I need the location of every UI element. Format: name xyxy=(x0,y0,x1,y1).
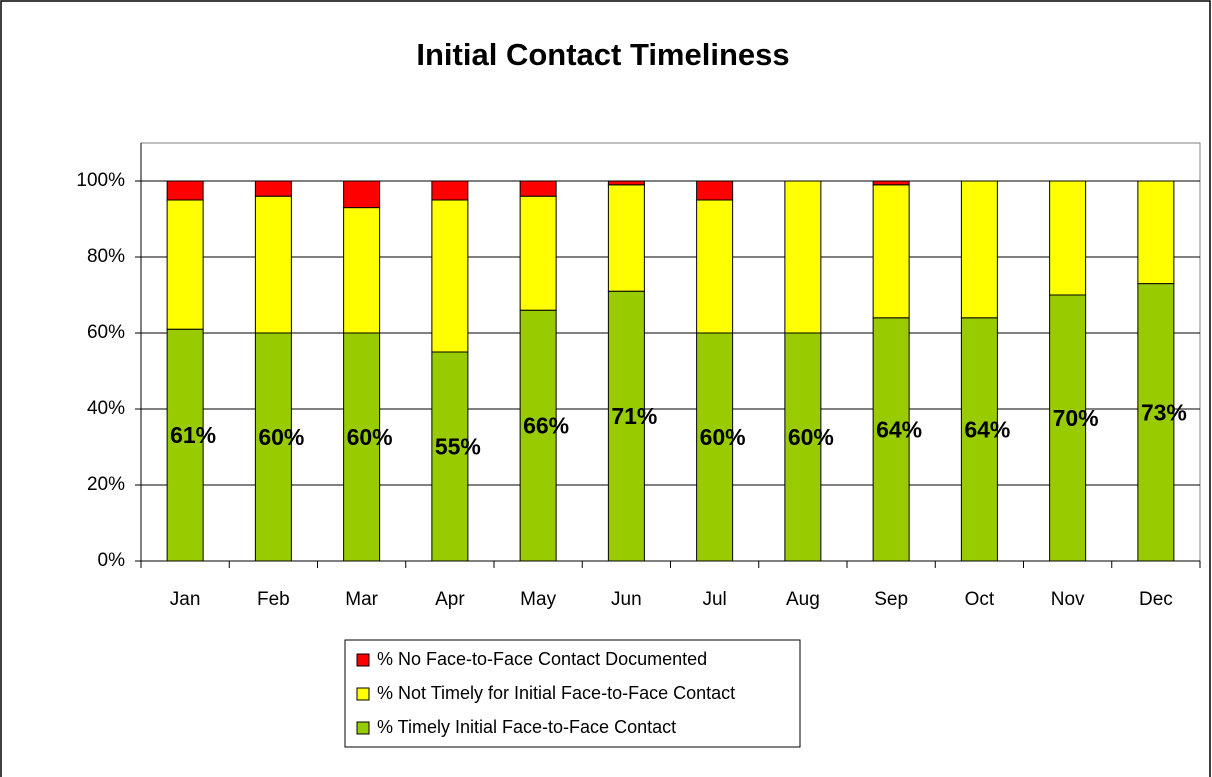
x-tick-label: Jun xyxy=(611,589,642,610)
bar-segment xyxy=(1137,180,1175,285)
x-tick-label: Oct xyxy=(965,589,995,610)
bar-segment xyxy=(431,180,469,201)
legend-swatch xyxy=(356,721,370,735)
legend-label: % No Face-to-Face Contact Documented xyxy=(377,649,707,669)
bar-segment xyxy=(784,180,822,334)
bar-segment xyxy=(696,199,734,334)
bar-segment xyxy=(872,184,910,319)
x-tick-label: Feb xyxy=(257,589,290,610)
x-tick-label: Nov xyxy=(1051,589,1085,610)
legend-swatch xyxy=(356,687,370,701)
data-label: 55% xyxy=(435,434,481,460)
data-label: 60% xyxy=(788,424,834,450)
bar-segment xyxy=(166,328,204,562)
data-label: 64% xyxy=(876,416,922,442)
data-label: 60% xyxy=(258,424,304,450)
x-tick-label: Dec xyxy=(1139,589,1173,610)
bar-segment xyxy=(607,184,645,292)
bar-segment xyxy=(1049,294,1087,562)
bar-segment xyxy=(872,180,910,186)
x-tick-label: Apr xyxy=(435,589,465,610)
bar-segment xyxy=(960,317,998,562)
bar-segment xyxy=(607,180,645,186)
bar-segment xyxy=(872,317,910,562)
x-tick-label: Aug xyxy=(786,589,820,610)
x-tick-label: Jan xyxy=(170,589,201,610)
bar-segment xyxy=(519,195,557,311)
x-tick-label: May xyxy=(520,589,556,610)
legend-box xyxy=(344,639,801,748)
bar-segment xyxy=(343,207,381,334)
bar-segment xyxy=(607,290,645,562)
bar-segment xyxy=(519,309,557,562)
legend-label: % Timely Initial Face-to-Face Contact xyxy=(377,717,676,737)
bar-segment xyxy=(166,199,204,330)
x-tick-label: Mar xyxy=(345,589,378,610)
legend-label: % Not Timely for Initial Face-to-Face Co… xyxy=(377,683,735,703)
x-tick-label: Sep xyxy=(874,589,908,610)
bar-segment xyxy=(1049,180,1087,296)
bar-segment xyxy=(960,180,998,319)
data-label: 60% xyxy=(347,424,393,450)
bar-segment xyxy=(254,332,292,562)
plot-area xyxy=(140,142,1201,562)
bar-segment xyxy=(431,199,469,353)
bar-segment xyxy=(696,180,734,201)
data-label: 73% xyxy=(1141,399,1187,425)
data-label: 61% xyxy=(170,422,216,448)
bar-segment xyxy=(254,180,292,197)
x-tick-label: Jul xyxy=(702,589,726,610)
bar-segment xyxy=(343,180,381,209)
chart-title: Initial Contact Timeliness xyxy=(416,37,789,72)
y-tick-label: 40% xyxy=(87,398,125,419)
bar-segment xyxy=(343,332,381,562)
y-tick-label: 100% xyxy=(76,170,125,191)
bar-segment xyxy=(254,195,292,334)
bar-segment xyxy=(519,180,557,197)
data-label: 66% xyxy=(523,413,569,439)
data-label: 60% xyxy=(700,424,746,450)
y-tick-label: 0% xyxy=(98,550,126,571)
data-label: 71% xyxy=(611,403,657,429)
legend-swatch xyxy=(356,653,370,667)
y-tick-label: 80% xyxy=(87,246,125,267)
y-tick-label: 20% xyxy=(87,474,125,495)
data-label: 70% xyxy=(1053,405,1099,431)
bar-segment xyxy=(696,332,734,562)
bar-segment xyxy=(1137,283,1175,562)
data-label: 64% xyxy=(964,416,1010,442)
bar-segment xyxy=(166,180,204,201)
y-tick-label: 60% xyxy=(87,322,125,343)
